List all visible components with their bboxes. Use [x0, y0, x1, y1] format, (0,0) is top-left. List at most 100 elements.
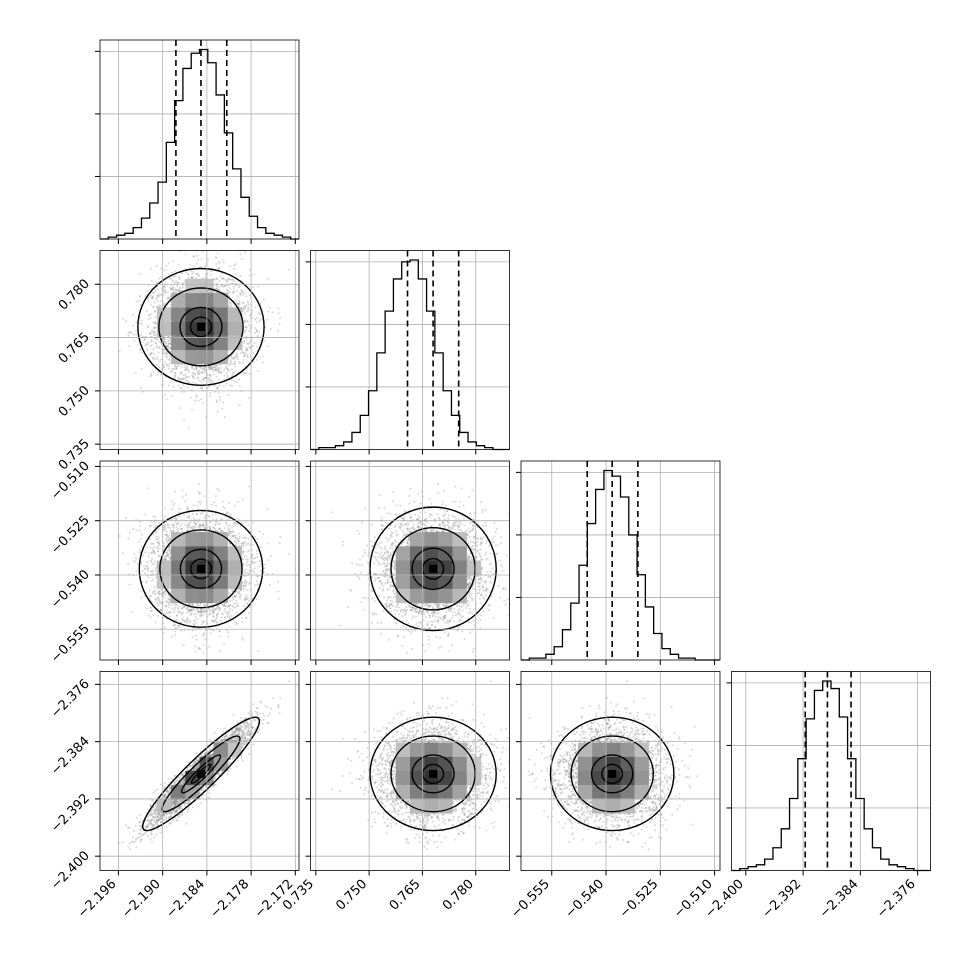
scatter-point: [157, 370, 160, 373]
scatter-point: [242, 306, 245, 309]
scatter-point: [164, 361, 166, 364]
scatter-point: [153, 334, 156, 337]
scatter-point: [154, 560, 156, 563]
scatter-point: [267, 542, 270, 545]
scatter-point: [147, 318, 150, 321]
scatter-point: [201, 377, 204, 380]
scatter-point: [211, 514, 214, 517]
scatter-point: [225, 372, 228, 375]
scatter-point: [166, 345, 169, 347]
scatter-point: [221, 258, 224, 261]
scatter-point: [208, 368, 211, 371]
scatter-point: [148, 332, 151, 335]
scatter-point: [194, 382, 197, 385]
scatter-point: [165, 363, 168, 366]
scatter-point: [178, 379, 181, 382]
density-cell: [171, 321, 186, 336]
scatter-point: [244, 319, 247, 322]
scatter-point: [244, 352, 247, 355]
scatter-point: [147, 555, 150, 558]
scatter-point: [243, 291, 246, 294]
scatter-point: [229, 304, 232, 307]
scatter-point: [238, 361, 241, 363]
scatter-point: [201, 621, 204, 624]
scatter-point: [248, 612, 250, 615]
scatter-point: [218, 285, 221, 288]
scatter-point: [153, 326, 156, 329]
scatter-point: [158, 277, 161, 280]
scatter-point: [230, 355, 233, 358]
scatter-point: [269, 328, 272, 331]
panel-frame: [520, 460, 721, 661]
scatter-point: [154, 310, 157, 313]
scatter-point: [164, 340, 166, 343]
scatter-point: [216, 287, 219, 290]
scatter-point: [177, 384, 180, 387]
scatter-point: [204, 366, 207, 369]
scatter-point: [154, 576, 157, 579]
scatter-point: [135, 333, 138, 336]
scatter-point: [221, 371, 224, 374]
scatter-point: [143, 565, 146, 568]
scatter-point: [189, 263, 192, 266]
scatter-point: [254, 318, 257, 321]
scatter-point: [233, 288, 236, 290]
scatter-point: [220, 616, 223, 619]
scatter-point: [216, 621, 219, 624]
scatter-point: [186, 386, 189, 389]
scatter-point: [177, 377, 180, 380]
scatter-point: [248, 330, 251, 333]
scatter-point: [165, 265, 168, 267]
scatter-point: [167, 364, 170, 367]
scatter-point: [227, 394, 230, 397]
scatter-point: [240, 289, 243, 291]
scatter-point: [234, 355, 237, 358]
scatter-point: [248, 324, 250, 327]
scatter-point: [236, 356, 239, 359]
scatter-point: [187, 381, 190, 384]
scatter-point: [245, 346, 248, 349]
scatter-point: [208, 374, 211, 377]
scatter-point: [156, 288, 159, 291]
scatter-point: [180, 522, 183, 525]
scatter-point: [223, 507, 226, 510]
scatter-point: [163, 290, 166, 292]
scatter-point: [248, 373, 251, 376]
scatter-point: [155, 342, 158, 345]
scatter-point: [201, 371, 204, 374]
scatter-point: [150, 312, 153, 315]
scatter-point: [191, 408, 194, 411]
scatter-point: [229, 384, 231, 387]
scatter-point: [147, 341, 150, 344]
scatter-point: [147, 325, 149, 328]
scatter-point: [154, 322, 157, 325]
scatter-point: [132, 560, 135, 563]
scatter-point: [228, 502, 230, 505]
scatter-point: [203, 377, 206, 379]
scatter-point: [156, 305, 159, 308]
scatter-point: [213, 501, 216, 504]
scatter-point: [232, 290, 235, 293]
scatter-point: [177, 365, 180, 368]
scatter-point: [218, 280, 221, 283]
scatter-point: [209, 374, 211, 376]
scatter-point: [175, 367, 178, 370]
scatter-point: [241, 351, 244, 354]
scatter-point: [215, 278, 218, 281]
scatter-point: [247, 537, 250, 540]
scatter-point: [156, 545, 159, 548]
scatter-point: [216, 388, 219, 391]
scatter-point: [241, 362, 244, 365]
scatter-point: [185, 368, 188, 371]
scatter-point: [168, 342, 171, 345]
scatter-point: [246, 320, 249, 323]
scatter-point: [243, 372, 245, 375]
scatter-point: [172, 291, 175, 294]
scatter-point: [152, 356, 155, 359]
scatter-point: [253, 332, 256, 334]
scatter-point: [152, 347, 155, 350]
scatter-point: [238, 385, 241, 387]
scatter-point: [150, 344, 153, 347]
scatter-point: [150, 340, 153, 343]
scatter-point: [165, 355, 167, 357]
